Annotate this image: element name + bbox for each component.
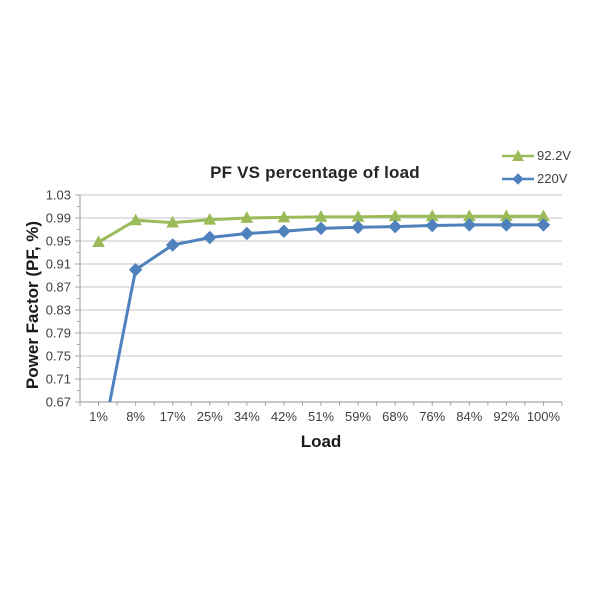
svg-text:0.67: 0.67: [46, 395, 71, 410]
svg-text:0.79: 0.79: [46, 326, 71, 341]
y-tick-labels: 1.03 0.99 0.95 0.91 0.87 0.83 0.79 0.75 0.71 0.67: [46, 188, 71, 410]
svg-text:17%: 17%: [160, 409, 186, 424]
svg-text:0.95: 0.95: [46, 234, 71, 249]
legend-label: 92.2V: [537, 148, 571, 163]
svg-text:68%: 68%: [382, 409, 408, 424]
svg-text:76%: 76%: [419, 409, 445, 424]
svg-text:0.71: 0.71: [46, 372, 71, 387]
y-axis-title: Power Factor (PF, %): [23, 220, 42, 390]
x-tick-labels: 1% 8% 17% 25% 34% 42% 51% 59% 68% 76% 84% 92% 100%: [89, 409, 560, 424]
svg-text:59%: 59%: [345, 409, 371, 424]
gridlines: [80, 194, 562, 380]
svg-text:1%: 1%: [89, 409, 108, 424]
svg-text:0.75: 0.75: [46, 349, 71, 364]
svg-text:0.87: 0.87: [46, 280, 71, 295]
chart-title: PF VS percentage of load: [210, 163, 420, 182]
legend: 92.2V 220V: [501, 146, 571, 188]
legend-marker-triangle-icon: [502, 149, 534, 161]
svg-text:100%: 100%: [527, 409, 561, 424]
svg-text:8%: 8%: [126, 409, 145, 424]
x-axis-title: Load: [300, 432, 342, 451]
svg-text:34%: 34%: [234, 409, 260, 424]
svg-text:92%: 92%: [493, 409, 519, 424]
legend-marker-diamond-icon: [502, 172, 534, 185]
svg-text:1.03: 1.03: [46, 188, 71, 203]
svg-text:0.91: 0.91: [46, 257, 71, 272]
svg-text:0.83: 0.83: [46, 303, 71, 318]
svg-text:42%: 42%: [271, 409, 297, 424]
svg-text:84%: 84%: [456, 409, 482, 424]
svg-text:51%: 51%: [308, 409, 334, 424]
series-220V: [108, 218, 551, 402]
svg-text:25%: 25%: [197, 409, 223, 424]
legend-label: 220V: [537, 171, 568, 186]
axes: [75, 194, 563, 406]
legend-item-92v: 92.2V: [501, 146, 571, 165]
legend-item-220v: 220V: [501, 169, 571, 188]
svg-text:0.99: 0.99: [46, 211, 71, 226]
